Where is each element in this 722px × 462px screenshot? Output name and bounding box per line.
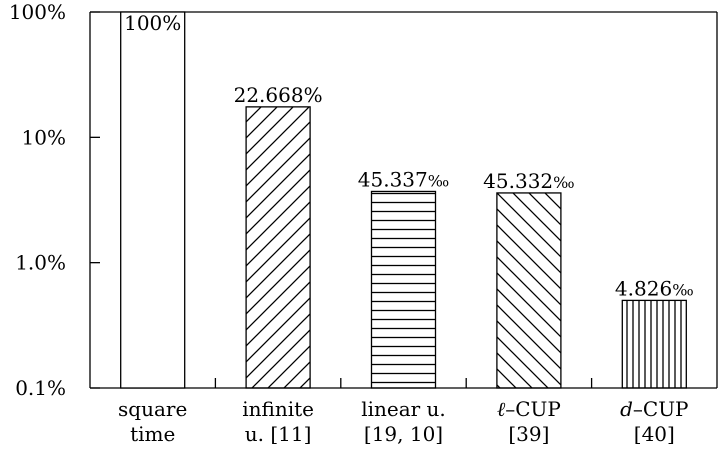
bar [496, 192, 562, 389]
data-label-number: 45.332 [483, 169, 553, 193]
category-label-rest: –CUP [633, 397, 689, 421]
category-label: ℓ–CUP [497, 397, 561, 421]
y-tick-label: 10% [22, 125, 66, 149]
data-label-number: 100% [124, 11, 181, 35]
data-label: 22.668% [234, 83, 323, 107]
data-label-number: 22.668% [234, 83, 323, 107]
data-label: 45.337‰ [358, 167, 449, 191]
data-label: 4.826‰ [615, 276, 694, 300]
axes [89, 11, 718, 389]
bar [120, 11, 186, 389]
bar [245, 106, 311, 389]
category-label-prefix: ℓ [497, 397, 506, 421]
bars [120, 11, 687, 389]
data-label: 45.332‰ [483, 169, 574, 193]
data-label-symbol: ‰ [672, 280, 693, 299]
category-label-prefix: d [620, 397, 633, 421]
data-label-number: 45.337 [358, 167, 428, 191]
category-label: d–CUP [620, 397, 688, 421]
y-tick-label: 100% [9, 0, 66, 24]
category-label: time [130, 422, 175, 446]
category-label: [39] [508, 422, 549, 446]
category-label: square [118, 397, 187, 421]
category-label: linear u. [361, 397, 446, 421]
category-label: infinite [242, 397, 314, 421]
category-label: u. [11] [245, 422, 312, 446]
bar [370, 190, 437, 389]
category-label: [19, 10] [364, 422, 443, 446]
category-label: [40] [634, 422, 675, 446]
category-label-rest: –CUP [505, 397, 561, 421]
data-label-symbol: ‰ [553, 173, 574, 192]
data-label: 100% [124, 11, 181, 35]
data-label-symbol: ‰ [428, 171, 449, 190]
y-tick-label: 1.0% [15, 251, 66, 275]
data-label-number: 4.826 [615, 276, 672, 300]
bar [621, 299, 687, 389]
y-tick-label: 0.1% [15, 376, 66, 400]
